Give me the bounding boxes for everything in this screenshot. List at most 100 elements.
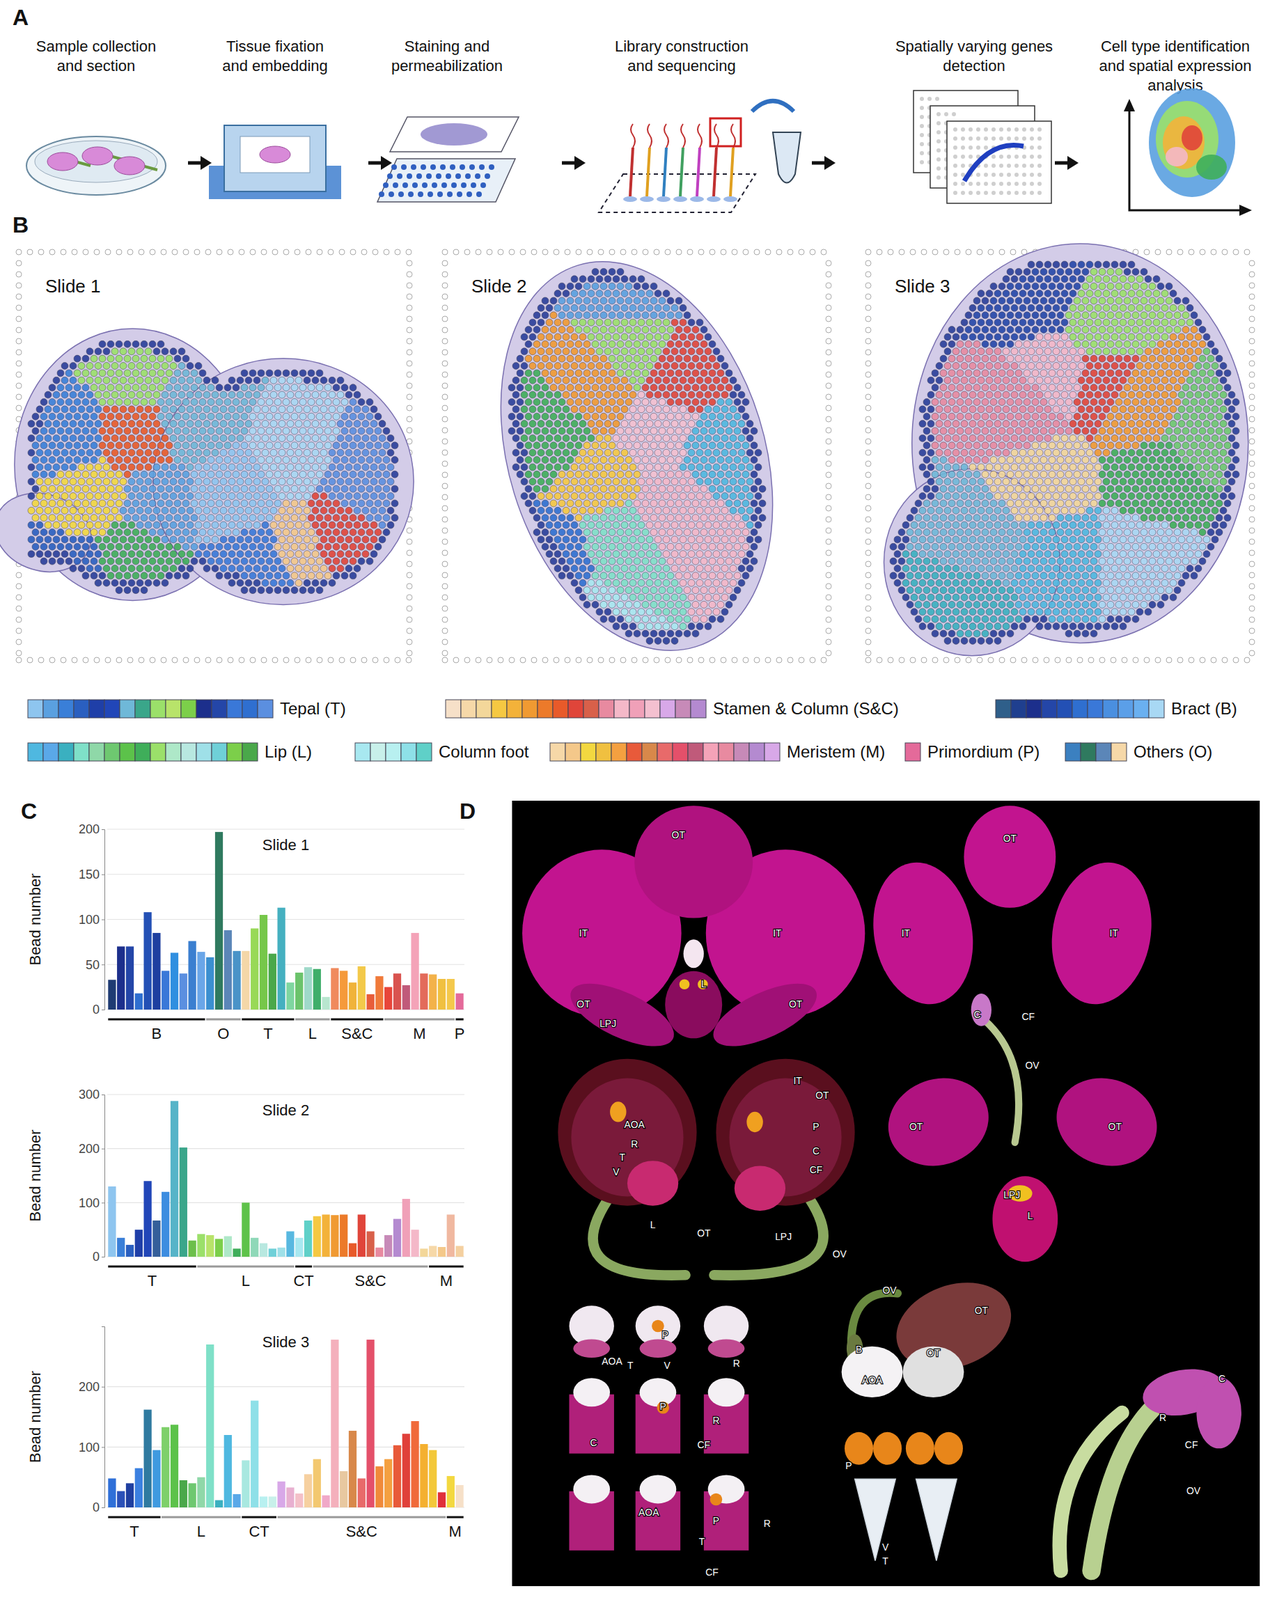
spot: [203, 478, 211, 486]
spot: [136, 478, 144, 486]
spot: [311, 420, 319, 428]
spot: [558, 297, 566, 305]
capture-spot: [455, 173, 461, 179]
spot: [299, 470, 307, 478]
spot: [570, 318, 578, 326]
spot: [52, 506, 60, 514]
spot: [115, 470, 123, 478]
spot: [282, 586, 290, 594]
spot: [600, 268, 608, 276]
spot: [608, 326, 616, 334]
spot: [249, 398, 257, 406]
spot: [311, 579, 319, 587]
spot: [316, 412, 324, 420]
map-dot: [1037, 181, 1042, 186]
spot: [320, 550, 328, 558]
spot: [579, 318, 587, 326]
map-dot: [953, 163, 958, 168]
spot: [687, 318, 695, 326]
probe-base: [623, 196, 638, 202]
spot: [165, 499, 173, 507]
spot: [349, 572, 357, 580]
spot: [299, 398, 307, 406]
map-dot: [1022, 127, 1027, 132]
spot: [48, 543, 56, 551]
spot: [73, 442, 81, 450]
spot: [303, 420, 311, 428]
spot: [86, 362, 94, 370]
panel-label: C: [20, 798, 37, 824]
spot: [128, 434, 136, 442]
spot: [123, 384, 131, 392]
spot: [261, 521, 269, 529]
spot: [149, 572, 156, 580]
capture-spot: [406, 173, 413, 179]
spot: [119, 564, 127, 572]
spot: [366, 514, 374, 522]
spot: [69, 376, 77, 384]
spot: [82, 572, 90, 580]
map-dot: [976, 172, 981, 177]
spot: [625, 326, 633, 334]
spot: [257, 529, 265, 537]
spot: [128, 506, 136, 514]
spot: [186, 536, 194, 544]
spot: [349, 470, 357, 478]
spot: [366, 398, 374, 406]
spot: [545, 318, 553, 326]
spot: [341, 543, 349, 551]
spot: [303, 521, 311, 529]
spot: [111, 521, 119, 529]
spot: [115, 557, 123, 565]
spot: [316, 529, 324, 537]
spot: [136, 376, 144, 384]
spot: [36, 492, 44, 500]
probe: [730, 147, 734, 197]
spot: [249, 384, 257, 392]
spot: [541, 311, 549, 319]
spot: [52, 463, 60, 471]
spot: [274, 572, 282, 580]
spot: [161, 463, 169, 471]
spot: [307, 369, 315, 377]
spot: [27, 521, 35, 529]
spot: [103, 579, 111, 587]
spot: [211, 391, 219, 399]
spot: [332, 427, 340, 435]
spot: [119, 348, 127, 356]
map-dot: [953, 190, 958, 195]
spot: [157, 557, 165, 565]
spot: [320, 536, 328, 544]
spot: [98, 398, 106, 406]
spot: [186, 506, 194, 514]
spot: [153, 420, 161, 428]
spot: [228, 405, 236, 413]
spot: [111, 478, 119, 486]
spot: [295, 550, 303, 558]
spot: [40, 557, 48, 565]
spot: [370, 506, 378, 514]
spot: [240, 543, 248, 551]
spot: [345, 492, 353, 500]
spot: [165, 485, 173, 493]
spot: [316, 485, 324, 493]
spot: [562, 333, 570, 341]
spot: [199, 514, 207, 522]
spot: [132, 412, 140, 420]
spot: [621, 275, 629, 283]
spot: [207, 384, 215, 392]
spot: [332, 456, 340, 464]
spot: [245, 478, 253, 486]
map-dot: [919, 160, 924, 165]
spot: [186, 391, 194, 399]
spot: [370, 521, 378, 529]
spot: [629, 318, 637, 326]
spot: [90, 456, 98, 464]
spot: [387, 478, 395, 486]
spot: [341, 572, 349, 580]
capture-spot: [441, 182, 448, 188]
spot: [541, 297, 549, 305]
map-dot: [919, 105, 924, 111]
spot: [295, 449, 303, 457]
spot: [332, 485, 340, 493]
